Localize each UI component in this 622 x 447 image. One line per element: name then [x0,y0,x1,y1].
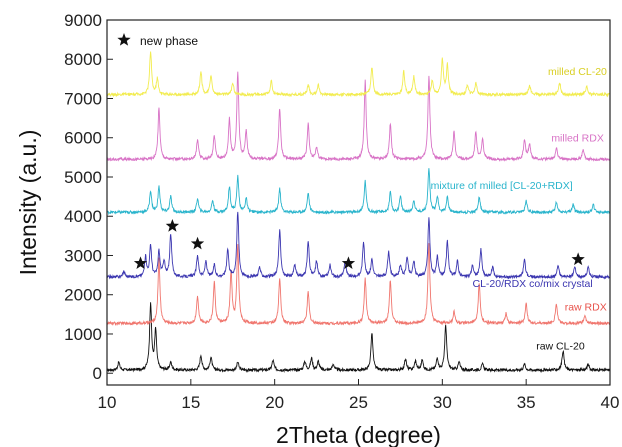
series-label-2: CL-20/RDX co/mix crystal [473,278,593,290]
new-phase-markers [133,219,585,269]
series-line-1 [106,243,611,327]
legend-label: new phase [140,34,198,48]
y-tick-label-5: 5000 [64,168,102,187]
series-label-1: raw RDX [565,301,607,313]
series-line-4 [106,71,611,163]
new-phase-star-icon-3 [341,256,356,269]
y-tick-label-8: 8000 [64,50,102,69]
y-tick-label-1: 1000 [64,325,102,344]
x-axis-title: 2Theta (degree) [276,422,441,447]
ticks-layer: 10 15 20 25 30 35 40 0 1000 2000 3000 4000 5000 6000 7… [64,11,619,412]
x-tick-label-2: 20 [265,393,284,412]
series-labels: raw CL-20 raw RDX CL-20/RDX co/mix crystal… [431,66,607,353]
x-tick-label-5: 35 [517,393,536,412]
plot-frame [106,19,611,386]
y-tick-label-7: 7000 [64,89,102,108]
series-layer [106,51,611,373]
x-tick-label-4: 30 [433,393,452,412]
y-tick-label-0: 0 [93,364,102,383]
series-label-0: raw CL-20 [536,341,585,353]
y-tick-label-6: 6000 [64,129,102,148]
y-tick-label-9: 9000 [64,11,102,30]
x-tick-label-1: 15 [181,393,200,412]
series-label-5: milled CL-20 [548,66,607,78]
new-phase-star-icon-0 [133,256,148,269]
legend-star-icon [117,33,131,46]
legend: new phase [117,33,198,48]
x-tick-label-0: 10 [98,393,117,412]
y-axis-title: Intensity (a.u.) [15,130,41,276]
y-tick-label-4: 4000 [64,207,102,226]
series-line-2 [106,211,611,280]
series-label-4: milled RDX [551,133,604,145]
x-tick-label-3: 25 [349,393,368,412]
y-tick-label-3: 3000 [64,246,102,265]
new-phase-star-icon-1 [165,219,180,232]
x-tick-label-6: 40 [601,393,620,412]
series-line-3 [106,168,611,216]
new-phase-star-icon-2 [190,236,205,250]
new-phase-star-icon-4 [571,252,585,266]
series-line-5 [106,51,611,98]
series-label-3: mixture of milled [CL-20+RDX] [431,180,573,192]
y-tick-label-2: 2000 [64,286,102,305]
series-line-0 [106,302,611,373]
